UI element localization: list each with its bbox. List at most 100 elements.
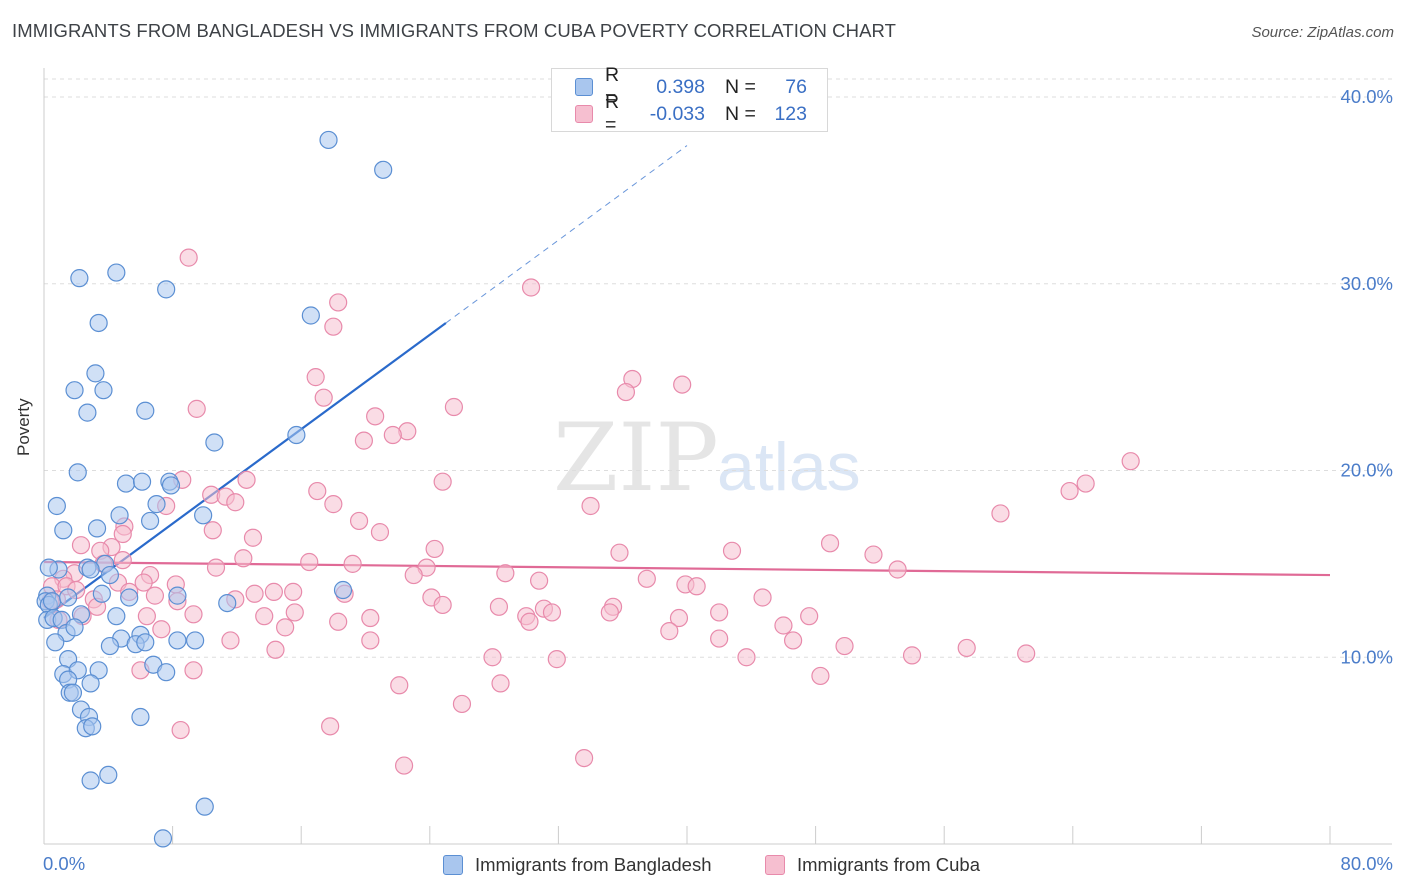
bangladesh-point bbox=[54, 521, 73, 540]
cuba-point bbox=[444, 397, 464, 417]
cuba-point bbox=[575, 748, 594, 768]
bangladesh-point bbox=[87, 519, 107, 538]
cuba-point bbox=[184, 661, 203, 680]
bangladesh-point bbox=[99, 765, 118, 785]
cuba-point bbox=[394, 756, 414, 775]
cuba-point bbox=[321, 717, 340, 736]
bangladesh-point bbox=[287, 425, 306, 445]
cuba-point bbox=[496, 564, 515, 583]
cuba-point bbox=[361, 631, 380, 650]
legend-n-label: N = bbox=[725, 75, 756, 98]
cuba-point bbox=[957, 638, 976, 658]
cuba-point bbox=[483, 648, 502, 667]
cuba-point bbox=[888, 560, 907, 579]
y-tick-label: 30.0% bbox=[1341, 273, 1393, 294]
bangladesh-point bbox=[86, 364, 105, 383]
cuba-point bbox=[581, 496, 600, 516]
bangladesh-point bbox=[46, 633, 65, 652]
bangladesh-point bbox=[161, 476, 181, 495]
legend-r-label: R = bbox=[605, 91, 620, 136]
y-tick-label: 10.0% bbox=[1341, 646, 1393, 667]
cuba-point bbox=[137, 607, 156, 626]
bangladesh-point bbox=[333, 580, 353, 600]
y-tick-label: 20.0% bbox=[1341, 460, 1393, 481]
cuba-point bbox=[737, 648, 756, 667]
bottom-legend-bangladesh: Immigrants from Bangladesh bbox=[443, 853, 712, 877]
bangladesh-point bbox=[92, 584, 111, 603]
cuba-point bbox=[637, 569, 656, 588]
bangladesh-point bbox=[131, 707, 150, 727]
cuba-point bbox=[71, 536, 91, 555]
cuba-point bbox=[284, 582, 303, 601]
x-tick-label: 0.0% bbox=[43, 853, 85, 874]
cuba-point bbox=[542, 603, 562, 622]
bangladesh-point bbox=[107, 263, 126, 282]
cuba-point bbox=[300, 552, 319, 572]
cuba-point bbox=[113, 551, 132, 570]
cuba-point bbox=[425, 539, 444, 559]
bangladesh-point bbox=[153, 829, 173, 848]
cuba-point bbox=[324, 495, 343, 514]
correlation-legend: R = 0.398 N = 76 R = -0.033 N = 123 bbox=[551, 64, 828, 136]
cuba-point bbox=[390, 676, 409, 695]
bangladesh-point bbox=[168, 586, 187, 605]
bangladesh-point bbox=[110, 506, 129, 525]
cuba-point bbox=[245, 584, 264, 603]
cuba-point bbox=[673, 375, 692, 394]
cuba-point bbox=[237, 470, 256, 489]
cuba-point bbox=[820, 534, 840, 553]
cuba-point bbox=[616, 382, 636, 402]
bangladesh-point bbox=[59, 588, 78, 607]
legend-row-bangladesh: R = 0.398 N = 76 bbox=[552, 64, 807, 109]
bangladesh-trend-extension bbox=[445, 145, 688, 324]
watermark-atlas: atlas bbox=[717, 429, 861, 505]
cuba-point bbox=[266, 640, 285, 659]
cuba-point bbox=[1017, 644, 1036, 663]
y-tick-label: 40.0% bbox=[1341, 86, 1393, 107]
legend-swatch-cuba bbox=[575, 105, 593, 123]
cuba-point bbox=[314, 388, 333, 407]
cuba-point bbox=[234, 549, 253, 568]
bangladesh-point bbox=[140, 511, 160, 531]
cuba-point bbox=[800, 607, 819, 626]
bangladesh-point bbox=[319, 130, 338, 150]
cuba-point bbox=[366, 407, 385, 426]
bangladesh-point bbox=[70, 269, 89, 288]
bangladesh-point bbox=[157, 663, 176, 682]
cuba-point bbox=[902, 646, 922, 665]
cuba-point bbox=[187, 399, 206, 418]
chart-title: IMMIGRANTS FROM BANGLADESH VS IMMIGRANTS… bbox=[12, 20, 897, 41]
source-label: Source: ZipAtlas.com bbox=[1251, 24, 1394, 41]
bottom-legend-label-bangladesh: Immigrants from Bangladesh bbox=[475, 854, 712, 875]
cuba-point bbox=[276, 618, 295, 637]
cuba-point bbox=[520, 612, 539, 631]
bangladesh-point bbox=[83, 717, 102, 736]
legend-r-value: -0.033 bbox=[649, 102, 705, 125]
cuba-point bbox=[383, 425, 402, 445]
bangladesh-point bbox=[81, 674, 100, 693]
cuba-point bbox=[113, 524, 132, 544]
bangladesh-point bbox=[374, 160, 393, 179]
bangladesh-point bbox=[136, 401, 155, 420]
bangladesh-point bbox=[89, 661, 108, 680]
cuba-point bbox=[404, 565, 423, 585]
cuba-point bbox=[774, 616, 793, 635]
cuba-trend-line bbox=[43, 560, 1331, 577]
bangladesh-point bbox=[81, 771, 100, 790]
cuba-point bbox=[835, 636, 854, 656]
cuba-point bbox=[306, 368, 325, 387]
bangladesh-point bbox=[107, 607, 126, 626]
bottom-legend-swatch-cuba bbox=[765, 855, 785, 875]
legend-n-value: 123 bbox=[774, 102, 807, 125]
cuba-point bbox=[243, 528, 263, 547]
legend-r-value: 0.398 bbox=[656, 75, 705, 98]
legend-swatch-bangladesh bbox=[575, 78, 593, 96]
legend-n-label: N = bbox=[725, 102, 756, 125]
cuba-point bbox=[610, 543, 629, 562]
cuba-point bbox=[864, 545, 883, 564]
cuba-point bbox=[1060, 481, 1079, 501]
bangladesh-point bbox=[94, 381, 113, 400]
cuba-point bbox=[354, 431, 373, 450]
bangladesh-point bbox=[68, 463, 87, 482]
watermark-zip: ZIP bbox=[553, 404, 719, 513]
